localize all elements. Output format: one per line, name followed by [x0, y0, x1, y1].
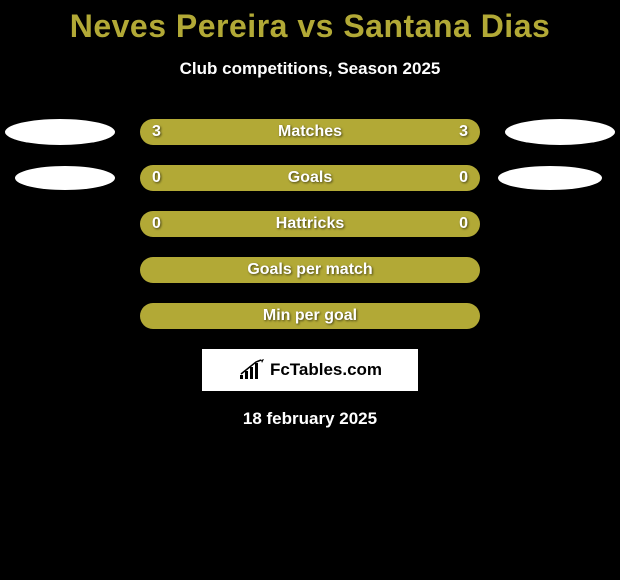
stat-bar: Min per goal [140, 303, 480, 329]
stat-row: Goals per match [0, 257, 620, 283]
stat-label: Goals [288, 169, 332, 187]
stat-value-left: 0 [152, 169, 161, 187]
stat-row: 3 Matches 3 [0, 119, 620, 145]
player-left-oval [5, 119, 115, 145]
page-title: Neves Pereira vs Santana Dias [0, 0, 620, 45]
stat-row: Min per goal [0, 303, 620, 329]
player-right-oval [498, 166, 602, 190]
stats-rows: 3 Matches 3 0 Goals 0 0 Hattricks 0 Goals per mat… [0, 119, 620, 329]
stat-value-right: 3 [459, 123, 468, 141]
page-subtitle: Club competitions, Season 2025 [0, 59, 620, 79]
stat-label: Matches [278, 123, 342, 141]
stat-bar: 3 Matches 3 [140, 119, 480, 145]
player-left-oval [15, 166, 115, 190]
stat-bar: Goals per match [140, 257, 480, 283]
player-right-oval [505, 119, 615, 145]
stat-row: 0 Goals 0 [0, 165, 620, 191]
logo-box: FcTables.com [202, 349, 418, 391]
stat-value-left: 3 [152, 123, 161, 141]
logo-text: FcTables.com [270, 360, 382, 380]
stat-label: Hattricks [276, 215, 344, 233]
stat-label: Goals per match [247, 261, 372, 279]
stat-bar: 0 Hattricks 0 [140, 211, 480, 237]
stat-value-left: 0 [152, 215, 161, 233]
fctables-logo-icon [238, 359, 266, 381]
stat-value-right: 0 [459, 215, 468, 233]
stat-row: 0 Hattricks 0 [0, 211, 620, 237]
stat-value-right: 0 [459, 169, 468, 187]
date-label: 18 february 2025 [0, 409, 620, 429]
stat-label: Min per goal [263, 307, 357, 325]
stat-bar: 0 Goals 0 [140, 165, 480, 191]
